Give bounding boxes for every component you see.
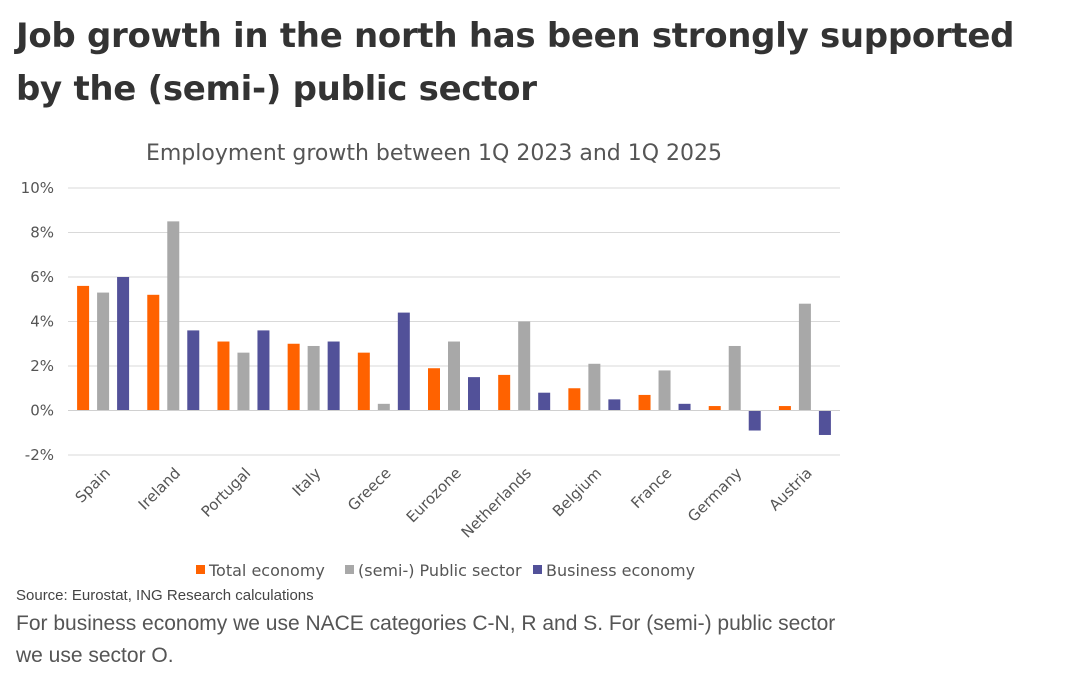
x-tick-label: Belgium: [549, 464, 605, 520]
bar-belgium-2: [608, 399, 621, 411]
bar-netherlands-0: [498, 374, 511, 411]
y-tick-label: 0%: [30, 402, 54, 420]
y-axis-ticks: -2% 0% 2% 4% 6% 8% 10%: [21, 179, 54, 464]
x-tick-label: Portugal: [198, 464, 255, 521]
bar-germany-0: [708, 406, 721, 411]
bar-ireland-0: [147, 294, 160, 411]
y-tick-label: -2%: [25, 446, 54, 464]
y-tick-label: 4%: [30, 313, 54, 331]
bar-spain-0: [77, 285, 90, 411]
bar-italy-0: [287, 343, 300, 411]
bar-eurozone-2: [468, 377, 480, 411]
bars: [77, 221, 831, 435]
x-tick-label: Greece: [344, 464, 394, 514]
legend-swatch: [196, 565, 205, 574]
legend: Total economy (semi-) Public sector Busine…: [196, 561, 695, 580]
bar-germany-1: [728, 345, 741, 411]
legend-label: (semi-) Public sector: [358, 561, 522, 580]
bar-portugal-2: [257, 330, 270, 411]
bar-france-1: [658, 370, 671, 411]
bar-netherlands-1: [518, 321, 531, 411]
bar-greece-1: [377, 403, 390, 411]
bar-netherlands-2: [538, 392, 551, 411]
x-tick-label: Eurozone: [403, 464, 465, 526]
x-tick-label: Austria: [766, 464, 816, 514]
bar-belgium-1: [588, 363, 601, 411]
bar-greece-2: [397, 312, 410, 411]
y-tick-label: 10%: [21, 179, 54, 197]
bar-ireland-2: [187, 330, 200, 411]
gridlines: [68, 187, 840, 456]
legend-label: Total economy: [208, 561, 325, 580]
bar-france-2: [678, 403, 691, 411]
bar-germany-2: [748, 410, 761, 431]
x-axis-ticks: Spain Ireland Portugal Italy Greece EurozoneN…: [72, 464, 816, 542]
bar-portugal-0: [217, 341, 230, 411]
bar-belgium-0: [568, 388, 581, 411]
x-tick-label: Netherlands: [458, 464, 536, 542]
y-tick-label: 6%: [30, 268, 54, 286]
footnote: For business economy we use NACE categor…: [16, 612, 836, 667]
bar-spain-1: [97, 292, 110, 411]
bar-austria-0: [778, 406, 791, 411]
headline: Job growth in the north has been strongl…: [16, 16, 1015, 109]
x-tick-label: Spain: [72, 464, 114, 506]
y-tick-label: 8%: [30, 224, 54, 242]
x-tick-label: Germany: [684, 464, 746, 526]
x-tick-label: Italy: [289, 464, 325, 500]
bar-austria-1: [798, 303, 811, 411]
employment-growth-chart: Employment growth between 1Q 2023 and 1Q…: [21, 141, 840, 580]
legend-swatch: [345, 565, 354, 574]
x-tick-label: France: [627, 464, 675, 512]
bar-austria-2: [818, 410, 831, 435]
source-note: Source: Eurostat, ING Research calculati…: [16, 587, 314, 604]
bar-france-0: [638, 394, 651, 411]
x-tick-label: Ireland: [135, 464, 184, 513]
bar-eurozone-1: [448, 341, 460, 411]
bar-italy-2: [327, 341, 340, 411]
bar-portugal-1: [237, 352, 250, 411]
bar-eurozone-0: [428, 368, 440, 411]
bar-ireland-1: [167, 221, 180, 411]
bar-italy-1: [307, 345, 320, 411]
chart-title: Employment growth between 1Q 2023 and 1Q…: [146, 141, 722, 166]
legend-swatch: [533, 565, 542, 574]
bar-greece-0: [357, 352, 370, 411]
legend-label: Business economy: [546, 561, 695, 580]
y-tick-label: 2%: [30, 357, 54, 375]
bar-spain-2: [117, 277, 130, 411]
